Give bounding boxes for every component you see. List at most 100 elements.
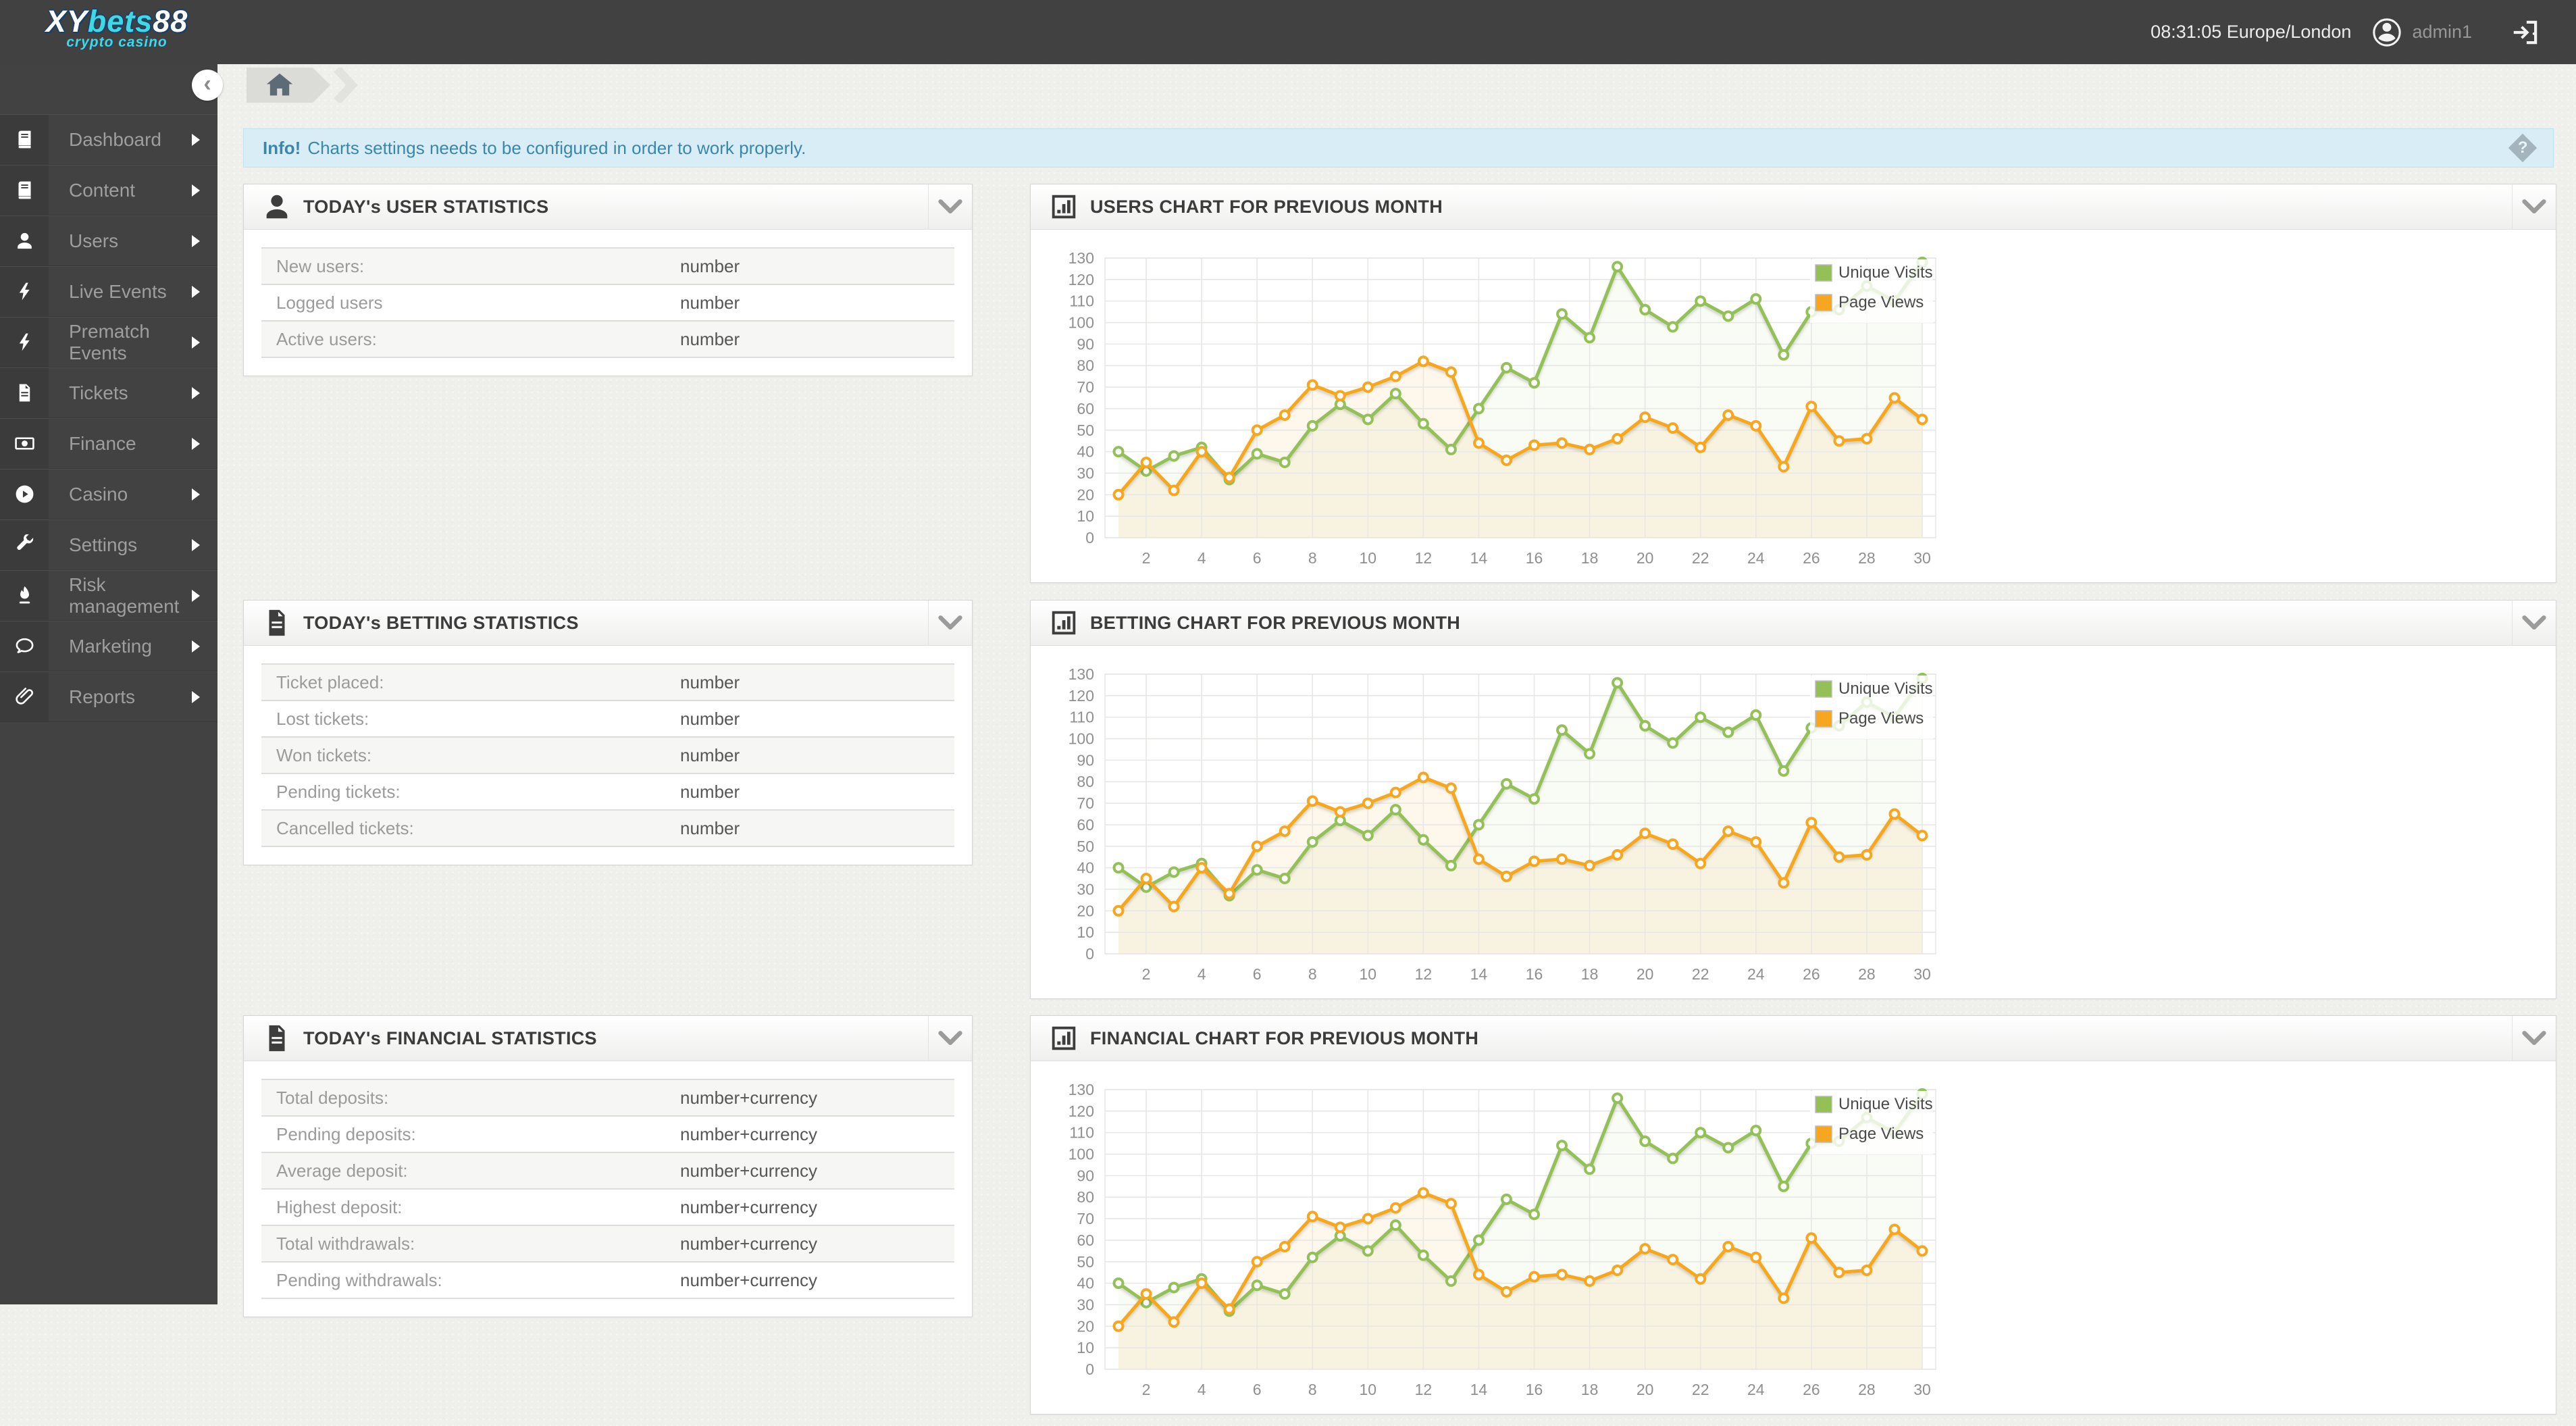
svg-text:28: 28 [1858,965,1876,983]
svg-text:40: 40 [1077,1275,1094,1292]
svg-text:70: 70 [1077,378,1094,396]
betting-chart-panel: BETTING CHART FOR PREVIOUS MONTH 0 10 20 30… [1030,600,2556,999]
breadcrumb-arrow [313,68,330,103]
logout-icon[interactable] [2510,17,2541,48]
svg-text:2: 2 [1142,1381,1151,1398]
svg-text:110: 110 [1069,1124,1094,1142]
stats-row-value: number [680,329,740,349]
svg-text:4: 4 [1197,549,1206,567]
sidebar-item-casino[interactable]: Casino [0,469,217,519]
flame-icon [0,571,49,620]
svg-text:130: 130 [1068,249,1094,267]
sidebar: Dashboard Content Users Live Events Prematch… [0,64,217,1304]
legend-label: Page Views [1838,293,1924,311]
sidebar-item-label: Tickets [69,382,128,403]
sidebar-item-users[interactable]: Users [0,215,217,266]
bolt-icon [0,267,49,316]
users-chart-panel: USERS CHART FOR PREVIOUS MONTH 0 10 20 30 40… [1030,184,2556,583]
stats-row: Lost tickets: number [261,700,954,736]
svg-text:10: 10 [1360,549,1377,567]
panel-title: TODAY's USER STATISTICS [303,196,549,217]
stats-row: Logged users number [261,284,954,320]
svg-text:10: 10 [1077,923,1094,941]
sidebar-item-risk-management[interactable]: Risk management [0,570,217,621]
sidebar-item-live-events[interactable]: Live Events [0,266,217,317]
svg-text:120: 120 [1068,1102,1094,1120]
sidebar-item-tickets[interactable]: Tickets [0,367,217,418]
svg-text:10: 10 [1360,965,1377,983]
collapse-panel-button[interactable] [928,184,972,229]
chevron-right-icon [192,386,200,399]
sidebar-collapse-button[interactable]: ‹ [192,70,223,101]
svg-text:30: 30 [1077,880,1094,898]
sidebar-item-settings[interactable]: Settings [0,519,217,570]
chevron-down-icon [935,191,966,222]
panel-header: TODAY's BETTING STATISTICS [244,601,972,646]
svg-text:130: 130 [1068,1081,1094,1098]
betting-statistics-panel: TODAY's BETTING STATISTICS Ticket placed… [243,600,973,865]
svg-text:12: 12 [1415,549,1433,567]
chevron-down-icon [935,607,966,638]
book-icon [0,165,49,215]
sidebar-item-prematch-events[interactable]: Prematch Events [0,317,217,367]
svg-text:16: 16 [1526,549,1543,567]
svg-text:12: 12 [1415,965,1433,983]
collapse-panel-button[interactable] [2512,184,2556,229]
sidebar-item-content[interactable]: Content [0,165,217,215]
user-menu[interactable]: admin1 [2371,17,2472,48]
svg-text:110: 110 [1069,292,1094,310]
chat-bubble-icon [0,621,49,671]
collapse-panel-button[interactable] [928,1016,972,1061]
collapse-panel-button[interactable] [2512,601,2556,645]
chevron-down-icon [2519,1023,2550,1054]
chevron-right-icon [333,68,364,103]
stats-row: Won tickets: number [261,736,954,773]
play-circle-icon [0,469,49,519]
collapse-panel-button[interactable] [928,601,972,645]
svg-text:6: 6 [1253,1381,1262,1398]
bar-chart-icon [1048,607,1079,638]
panel-body: Total deposits: number+currency Pending de… [244,1061,972,1317]
chevron-right-icon [192,437,200,450]
bar-chart-icon [1048,191,1079,222]
collapse-panel-button[interactable] [2512,1016,2556,1061]
svg-text:50: 50 [1077,1253,1094,1271]
svg-text:110: 110 [1069,709,1094,726]
svg-text:8: 8 [1308,1381,1317,1398]
stats-row-label: Active users: [276,329,377,349]
svg-text:2: 2 [1142,549,1151,567]
panel-body: Ticket placed: number Lost tickets: number W… [244,646,972,865]
stats-row-label: Pending deposits: [276,1124,416,1144]
stats-row-value: number [680,782,740,802]
svg-text:14: 14 [1470,549,1488,567]
chevron-right-icon [192,690,200,703]
stats-row: Ticket placed: number [261,663,954,700]
svg-text:24: 24 [1747,965,1765,983]
sidebar-item-finance[interactable]: Finance [0,418,217,469]
stats-row-value: number [680,292,740,313]
sidebar-item-label: Dashboard [69,128,161,150]
svg-text:20: 20 [1077,902,1094,919]
svg-text:120: 120 [1068,687,1094,705]
stats-row-label: Won tickets: [276,745,372,765]
svg-text:60: 60 [1077,400,1094,417]
sidebar-item-reports[interactable]: Reports [0,671,217,722]
stats-row: Total deposits: number+currency [261,1079,954,1115]
breadcrumb-home-button[interactable] [247,68,313,103]
stats-row: Average deposit: number+currency [261,1152,954,1188]
logo-subtitle: crypto casino [66,34,168,50]
sidebar-item-marketing[interactable]: Marketing [0,621,217,671]
stats-row-value: number [680,709,740,729]
document-icon [261,607,292,638]
help-diamond-icon[interactable]: ? [2508,133,2538,163]
sidebar-item-dashboard[interactable]: Dashboard [0,114,217,165]
chevron-down-icon [2519,607,2550,638]
top-bar: XYbets88 crypto casino 08:31:05 Europe/L… [0,0,2576,64]
stats-row: Pending withdrawals: number+currency [261,1261,954,1298]
bolt-icon [0,317,49,367]
stats-row: Active users: number [261,320,954,357]
wrench-icon [0,520,49,569]
app-logo[interactable]: XYbets88 crypto casino [39,5,195,51]
book-icon [0,115,49,164]
